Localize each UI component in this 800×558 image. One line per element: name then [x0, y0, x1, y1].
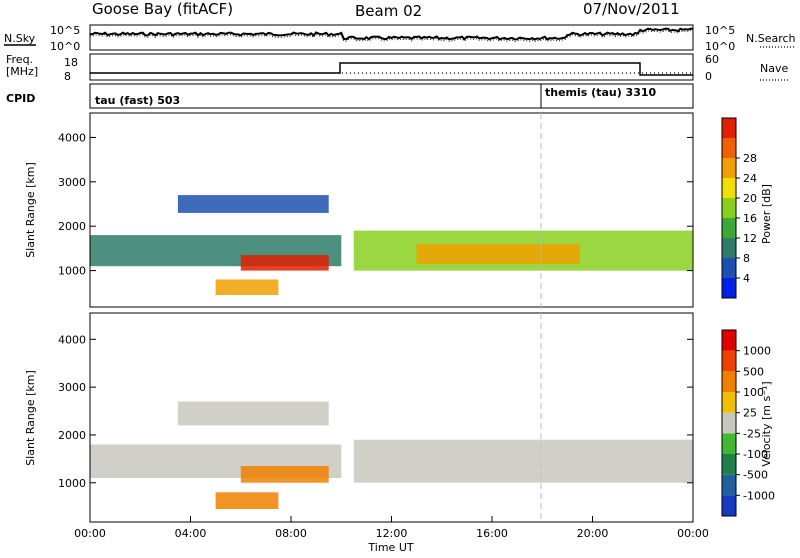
colorbar-tick-label: 100 [743, 386, 764, 399]
beam-title: Beam 02 [355, 2, 422, 20]
nsky-trace [89, 27, 694, 41]
nsearch-trace [89, 30, 694, 43]
x-tick-label: 00:00 [677, 527, 709, 540]
scatter-region-1 [177, 401, 329, 426]
noise-tick-right-bottom: 10^0 [705, 40, 735, 53]
nsearch-label: N.Search [746, 32, 796, 45]
scatter-region-3 [215, 279, 279, 295]
colorbar-tick-label: 16 [743, 212, 757, 225]
noise-tick-left-bottom: 10^0 [50, 40, 80, 53]
x-axis-label: Time UT [367, 541, 413, 554]
colorbar-segment [722, 118, 736, 138]
y-tick-label: 2000 [58, 429, 86, 442]
y-tick-label: 3000 [58, 176, 86, 189]
y-tick-label: 1000 [58, 265, 86, 278]
colorbar-segment [722, 258, 736, 278]
colorbar-segment [722, 392, 736, 413]
date-title: 07/Nov/2011 [583, 0, 680, 18]
power-data [90, 195, 693, 295]
x-tick-label: 20:00 [577, 527, 609, 540]
colorbar-segment [722, 158, 736, 178]
velocity-ylabel: Slant Range [km] [24, 370, 37, 466]
colorbar-segment [722, 198, 736, 218]
colorbar-tick-label: 12 [743, 232, 757, 245]
power-colorbar: 4 8 12 16 20 24 28 [721, 117, 757, 299]
y-tick-label: 4000 [58, 131, 86, 144]
colorbar-segment [722, 495, 736, 516]
y-tick-label: 4000 [58, 333, 86, 346]
freq-tick-top: 18 [64, 56, 78, 69]
freq-tick-bottom: 8 [64, 70, 71, 83]
colorbar-tick-label: 500 [743, 365, 764, 378]
colorbar-segment [722, 238, 736, 258]
x-tick-label: 08:00 [275, 527, 307, 540]
scatter-region-2 [240, 255, 329, 271]
colorbar-tick-label: 25 [743, 407, 757, 420]
colorbar-tick-label: -25 [743, 427, 761, 440]
freq-label: Freq. [6, 53, 33, 66]
cpid-panel-frame [89, 83, 694, 109]
cpid-label: CPID [6, 92, 35, 105]
y-tick-label: 1000 [58, 477, 86, 490]
colorbar-segment [722, 178, 736, 198]
noise-tick-left-top: 10^5 [50, 24, 80, 37]
colorbar-segment [722, 278, 736, 298]
x-tick-label: 16:00 [476, 527, 508, 540]
colorbar-tick-label: 4 [743, 272, 750, 285]
colorbar-frame [721, 117, 737, 299]
nave-tick-bottom: 0 [705, 70, 712, 83]
power-colorbar-label: Power [dB] [760, 184, 773, 244]
colorbar-segment [722, 330, 736, 351]
scatter-region-1 [177, 195, 329, 213]
colorbar-segment [722, 474, 736, 496]
colorbar-tick-label: 24 [743, 172, 757, 185]
colorbar-tick-label: 1000 [743, 345, 771, 358]
x-tick-label: 00:00 [74, 527, 106, 540]
colorbar-tick-label: -100 [743, 448, 768, 461]
colorbar-frame [721, 329, 737, 517]
scatter-region-5 [416, 244, 580, 264]
station-title: Goose Bay (fitACF) [92, 0, 233, 18]
colorbar-tick-label: 8 [743, 252, 750, 265]
velocity-colorbar: 1000 500 100 25 -25 -100 -500 -1000 [721, 329, 775, 517]
colorbar-segment [722, 412, 736, 434]
power-panel-frame [89, 112, 694, 308]
colorbar-segment [722, 371, 736, 392]
noise-tick-right-top: 10^5 [705, 24, 735, 37]
cpid-mode-1: tau (fast) 503 [95, 94, 180, 107]
colorbar-tick-label: 28 [743, 152, 757, 165]
cpid-mode-2: themis (tau) 3310 [545, 86, 657, 99]
freq-unit-label: [MHz] [6, 65, 38, 78]
velocity-data [90, 401, 693, 509]
y-tick-label: 3000 [58, 381, 86, 394]
colorbar-tick-label: -500 [743, 469, 768, 482]
scatter-region-3 [215, 492, 279, 509]
nave-tick-top: 60 [705, 53, 719, 66]
colorbar-segment [722, 218, 736, 238]
power-ylabel: Slant Range [km] [24, 162, 37, 258]
scatter-region-2 [240, 466, 329, 483]
power-panel: 1000 2000 3000 4000 Slant Range [km] [24, 112, 694, 308]
colorbar-tick-label: -1000 [743, 489, 775, 502]
x-tick-label: 12:00 [376, 527, 408, 540]
colorbar-tick-label: 20 [743, 192, 757, 205]
nsky-label: N.Sky [4, 32, 36, 45]
colorbar-segment [722, 138, 736, 158]
colorbar-segment [722, 350, 736, 372]
colorbar-segment [722, 433, 736, 454]
noise-panel-frame [89, 24, 694, 51]
colorbar-segment [722, 454, 736, 475]
y-tick-label: 2000 [58, 220, 86, 233]
x-tick-label: 04:00 [175, 527, 207, 540]
freq-panel-frame [89, 53, 694, 81]
scatter-region-4 [353, 439, 693, 483]
x-axis: 00:00 04:00 08:00 12:00 16:00 20:00 00:00 [74, 516, 709, 540]
nave-label: Nave [760, 62, 788, 75]
velocity-colorbar-label: Velocity [m s⁻¹] [760, 381, 773, 466]
velocity-panel: 1000 2000 3000 4000 Slant Range [km] [24, 312, 694, 523]
